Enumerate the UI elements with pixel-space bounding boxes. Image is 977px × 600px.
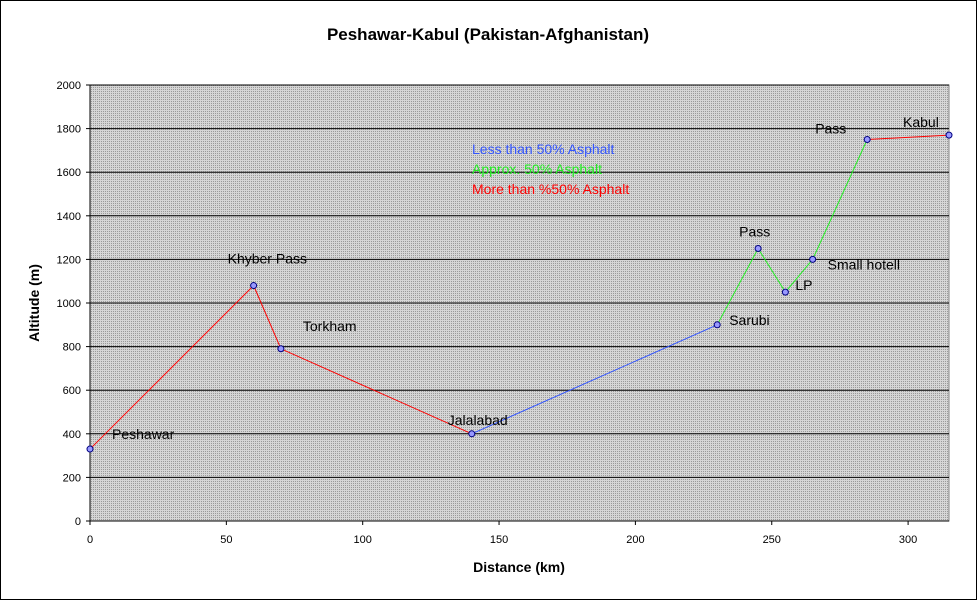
data-point-marker — [863, 136, 871, 143]
data-point-marker — [277, 345, 285, 353]
point-label: Pass — [815, 121, 846, 137]
legend-entry: Approx. 50% Asphalt — [472, 161, 602, 177]
y-tick-label: 1200 — [57, 254, 81, 266]
y-tick-label: 400 — [63, 429, 81, 441]
legend: Less than 50% Asphalt Approx. 50% Asphalt… — [472, 141, 629, 197]
point-label: Peshawar — [112, 426, 175, 442]
x-tick-label: 300 — [899, 534, 917, 546]
y-tick-label: 200 — [63, 472, 81, 484]
point-label: Pass — [739, 224, 770, 240]
data-point-marker — [945, 131, 953, 139]
point-label: Kabul — [903, 114, 939, 130]
series-line — [471, 324, 718, 435]
x-axis-ticks: 0 50 100 150 200 250 300 — [87, 521, 917, 546]
data-point-marker — [809, 255, 817, 263]
x-tick-label: 200 — [626, 534, 644, 546]
gridlines — [90, 84, 949, 478]
data-point-marker — [250, 282, 258, 290]
chart-title: Peshawar-Kabul (Pakistan-Afghanistan) — [327, 25, 649, 44]
legend-entry: Less than 50% Asphalt — [472, 141, 615, 157]
y-tick-label: 0 — [75, 516, 81, 528]
point-label: Sarubi — [729, 312, 769, 328]
x-tick-label: 250 — [763, 534, 781, 546]
data-markers — [86, 131, 953, 453]
y-axis-ticks: 0 200 400 600 800 1000 1200 1400 1600 1800 2000 — [57, 80, 90, 528]
x-tick-label: 50 — [220, 534, 232, 546]
y-tick-label: 600 — [63, 385, 81, 397]
data-point-marker — [468, 430, 476, 438]
data-point-marker — [781, 288, 789, 296]
series-line — [867, 134, 950, 140]
x-tick-label: 0 — [87, 534, 93, 546]
point-labels: Peshawar Khyber Pass Torkham Jalalabad Sarub… — [112, 114, 939, 442]
y-tick-label: 1400 — [57, 211, 81, 223]
data-point-marker — [86, 445, 94, 453]
data-point-marker — [754, 245, 762, 252]
y-tick-label: 800 — [63, 342, 81, 354]
point-label: Jalalabad — [448, 412, 508, 428]
point-label: LP — [795, 277, 812, 293]
point-label: Small hotell — [828, 256, 900, 272]
series-line — [89, 284, 472, 450]
point-label: Khyber Pass — [228, 251, 307, 267]
x-tick-label: 100 — [354, 534, 372, 546]
legend-entry: More than %50% Asphalt — [472, 181, 629, 197]
y-tick-label: 1000 — [57, 298, 81, 310]
data-point-marker — [713, 321, 721, 329]
point-label: Torkham — [303, 318, 357, 334]
x-axis-title: Distance (km) — [473, 559, 565, 575]
y-tick-label: 2000 — [57, 80, 81, 92]
y-axis-title: Altitude (m) — [26, 264, 42, 342]
y-tick-label: 1800 — [57, 124, 81, 136]
x-tick-label: 150 — [490, 534, 508, 546]
y-tick-label: 1600 — [57, 167, 81, 179]
